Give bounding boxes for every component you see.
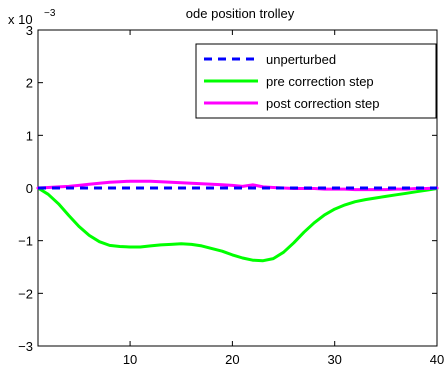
legend-label: unperturbed bbox=[266, 52, 336, 67]
y-scale-exponent: −3 bbox=[44, 8, 56, 19]
series-line-pre-correction-step bbox=[36, 186, 439, 263]
x-tick-label: 20 bbox=[225, 352, 239, 367]
x-tick-label: 10 bbox=[123, 352, 137, 367]
y-tick-label: 2 bbox=[26, 76, 33, 91]
y-tick-label: 0 bbox=[26, 181, 33, 196]
x-tick-label: 30 bbox=[327, 352, 341, 367]
y-tick-label: 3 bbox=[26, 23, 33, 38]
plot-area: −3 −2 −1 0 1 2 3 10 20 30 40 unperturbed pre correct… bbox=[18, 23, 444, 367]
legend-label: post correction step bbox=[266, 96, 379, 111]
legend-label: pre correction step bbox=[266, 74, 374, 89]
x-tick-label: 40 bbox=[430, 352, 444, 367]
y-tick-label: −2 bbox=[18, 286, 33, 301]
series-line-post-correction-step bbox=[36, 179, 439, 192]
y-tick-label: −1 bbox=[18, 234, 33, 249]
y-scale-label: x 10 bbox=[8, 12, 33, 27]
y-tick-label: 1 bbox=[26, 128, 33, 143]
y-tick-label: −3 bbox=[18, 339, 33, 354]
chart-title: ode position trolley bbox=[186, 6, 295, 21]
